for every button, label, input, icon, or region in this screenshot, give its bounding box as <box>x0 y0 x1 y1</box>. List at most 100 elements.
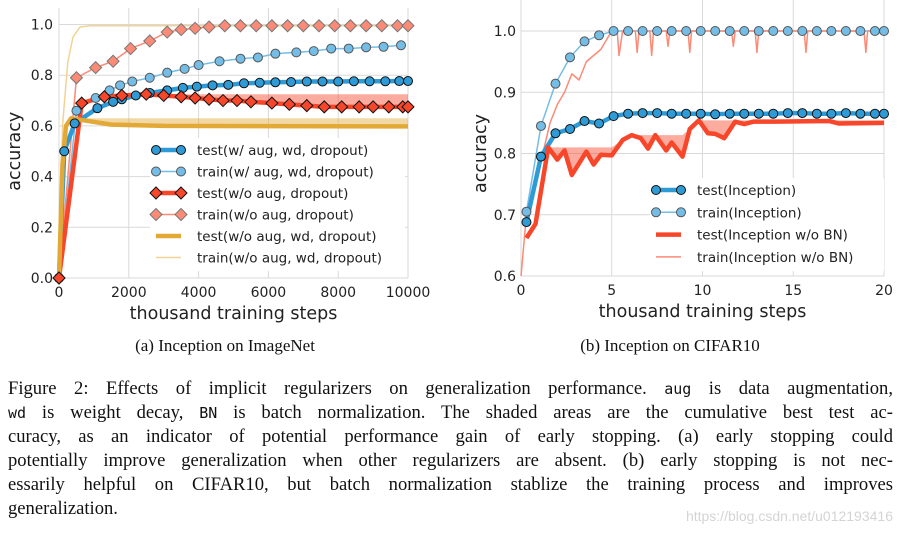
figure-charts: 0 2000 4000 6000 8000 10000 0.0 0.2 0.4 0.6 0.8 1.0… <box>5 0 893 324</box>
data-point <box>139 87 153 101</box>
y-tick-label: 1.0 <box>494 24 516 40</box>
data-point <box>74 96 89 110</box>
data-point <box>282 97 297 112</box>
data-point <box>869 108 880 119</box>
caption-code: aug <box>664 380 692 398</box>
data-point <box>594 30 605 41</box>
legend-label: train(Inception) <box>697 205 802 221</box>
legend-marker <box>151 145 161 155</box>
data-point <box>127 76 138 87</box>
data-point <box>401 19 415 33</box>
data-point <box>326 43 337 54</box>
legend-marker <box>149 186 163 200</box>
data-point <box>333 76 344 87</box>
data-point <box>270 77 281 88</box>
data-point <box>390 19 405 33</box>
data-point <box>710 26 721 36</box>
data-point <box>608 26 619 36</box>
data-point <box>797 108 808 119</box>
legend: test(Inception) train(Inception) test(Ince… <box>650 178 884 272</box>
data-point <box>352 100 366 114</box>
series-line <box>58 25 408 279</box>
data-point <box>366 100 380 114</box>
data-point <box>238 78 249 89</box>
y-axis-label: accuracy <box>471 114 491 193</box>
data-point <box>695 108 706 119</box>
data-point <box>879 108 889 119</box>
caption-line: curacy, as an indicator of potential per… <box>8 426 893 447</box>
data-point <box>695 26 706 36</box>
data-point <box>879 26 889 36</box>
data-point <box>753 26 764 36</box>
data-point <box>403 76 413 87</box>
data-point <box>249 19 263 33</box>
legend-background <box>150 138 405 271</box>
data-point <box>594 118 605 129</box>
x-tick-label: 10000 <box>386 285 431 301</box>
data-point <box>348 76 359 87</box>
data-point <box>550 128 561 139</box>
data-point <box>666 26 677 36</box>
data-point <box>681 26 692 36</box>
y-tick-label: 0.9 <box>494 85 516 101</box>
subcaption-a: (a) Inception on ImageNet <box>135 336 315 355</box>
data-point <box>97 90 112 104</box>
data-point <box>218 19 232 33</box>
data-point <box>652 108 663 119</box>
x-tick-label: 5 <box>607 283 616 299</box>
legend-marker <box>176 166 186 177</box>
data-point <box>52 271 66 285</box>
legend-label: test(w/o aug, wd, dropout) <box>197 229 377 245</box>
data-point <box>681 108 692 119</box>
data-point <box>193 60 204 71</box>
data-point <box>753 108 764 119</box>
data-point <box>811 108 822 119</box>
data-point <box>535 151 546 162</box>
data-point <box>782 26 793 36</box>
data-point <box>179 63 190 74</box>
series-line <box>520 30 884 277</box>
data-point <box>826 108 837 119</box>
caption-line: potentially improve generalization when … <box>8 450 893 471</box>
data-point <box>361 42 372 53</box>
data-point <box>230 93 244 108</box>
data-point <box>59 146 70 157</box>
data-point <box>123 41 138 56</box>
data-point <box>191 81 202 92</box>
data-point <box>115 88 129 103</box>
chart-b: 0 5 10 15 20 0.6 0.7 0.8 0.9 1.0 thousand training… <box>471 0 893 322</box>
data-point <box>130 90 141 101</box>
data-point <box>160 25 174 39</box>
data-point <box>143 34 157 48</box>
data-point <box>265 96 279 110</box>
data-point <box>579 116 590 127</box>
data-point <box>235 53 246 64</box>
data-point <box>579 36 590 47</box>
data-point <box>869 26 880 36</box>
legend: test(w/ aug, wd, dropout) train(w/ aug, w… <box>149 138 405 271</box>
data-point <box>270 48 281 59</box>
data-point <box>244 95 258 109</box>
legend-marker <box>176 145 186 155</box>
data-point <box>162 67 173 78</box>
data-point <box>343 19 358 33</box>
data-point <box>380 76 391 87</box>
caption-code: BN <box>199 404 218 422</box>
data-point <box>343 43 354 54</box>
data-point <box>286 77 297 88</box>
data-point <box>92 103 103 114</box>
data-point <box>521 206 532 217</box>
caption-line: Figure 2: Effects of implicit regularize… <box>8 377 893 401</box>
x-tick-label: 0 <box>55 285 64 301</box>
subcaption-b: (b) Inception on CIFAR10 <box>580 336 760 355</box>
data-point <box>202 92 216 106</box>
data-point <box>535 120 546 131</box>
data-point <box>826 26 837 36</box>
x-tick-label: 6000 <box>251 285 287 301</box>
data-point <box>207 80 218 91</box>
data-point <box>782 108 793 119</box>
data-point <box>265 19 279 33</box>
data-point <box>69 118 80 129</box>
data-point <box>312 19 326 33</box>
data-point <box>69 71 84 85</box>
